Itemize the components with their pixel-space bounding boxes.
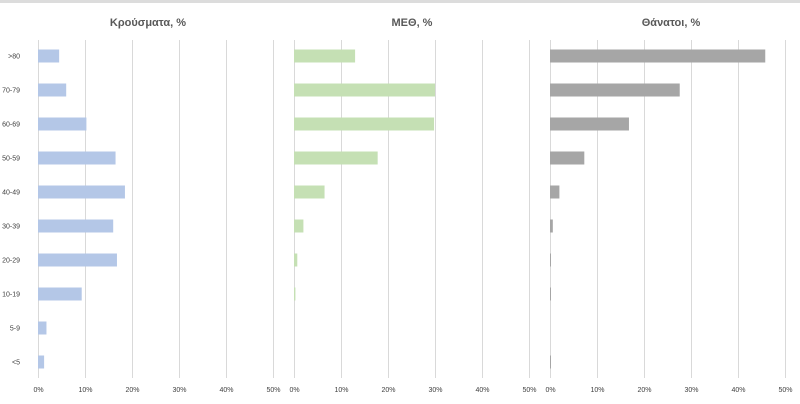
category-label: 50-59 [2, 156, 20, 163]
category-label: 60-69 [2, 122, 20, 129]
x-tick-label: 50% [266, 387, 280, 394]
bar [38, 287, 82, 301]
top-border [0, 0, 800, 3]
bar [550, 355, 551, 369]
bar [38, 151, 116, 165]
category-label: 40-49 [2, 190, 20, 197]
bar [38, 321, 47, 335]
x-tick-label: 0% [33, 387, 43, 394]
category-label: <5 [12, 360, 20, 367]
bar [294, 219, 304, 233]
x-tick-label: 10% [590, 387, 604, 394]
x-tick-label: 0% [289, 387, 299, 394]
panel-title: ΜΕΘ, % [392, 17, 433, 29]
x-tick-label: 20% [125, 387, 139, 394]
bar [38, 219, 114, 233]
bar [550, 219, 553, 233]
x-tick-label: 40% [475, 387, 489, 394]
bar [38, 49, 60, 63]
bar [294, 287, 296, 301]
bar [550, 287, 551, 301]
x-tick-label: 0% [545, 387, 555, 394]
bar [294, 83, 435, 97]
bar [38, 83, 67, 97]
x-tick-label: 40% [219, 387, 233, 394]
bar [550, 151, 585, 165]
x-tick-label: 30% [172, 387, 186, 394]
category-label: 5-9 [10, 326, 20, 333]
x-tick-label: 50% [778, 387, 792, 394]
panel-title: Θάνατοι, % [642, 17, 701, 29]
bar [550, 185, 560, 199]
category-label: 70-79 [2, 88, 20, 95]
panel-title: Κρούσματα, % [110, 17, 186, 29]
bar [38, 185, 125, 199]
x-tick-label: 40% [731, 387, 745, 394]
x-tick-label: 10% [334, 387, 348, 394]
bar [294, 117, 435, 131]
category-label: 10-19 [2, 292, 20, 299]
x-tick-label: 10% [78, 387, 92, 394]
x-tick-label: 20% [381, 387, 395, 394]
bar [38, 253, 117, 267]
x-tick-label: 50% [522, 387, 536, 394]
x-tick-label: 30% [684, 387, 698, 394]
x-tick-label: 20% [637, 387, 651, 394]
bar [550, 83, 680, 97]
bar [294, 253, 298, 267]
bar [294, 185, 325, 199]
bar [550, 49, 766, 63]
category-label: >80 [8, 54, 20, 61]
bar [550, 253, 551, 267]
bar [294, 49, 356, 63]
bar [294, 151, 378, 165]
category-label: 20-29 [2, 258, 20, 265]
x-tick-label: 30% [428, 387, 442, 394]
bar [38, 355, 45, 369]
category-label: 30-39 [2, 224, 20, 231]
bar [38, 117, 87, 131]
bar [550, 117, 629, 131]
